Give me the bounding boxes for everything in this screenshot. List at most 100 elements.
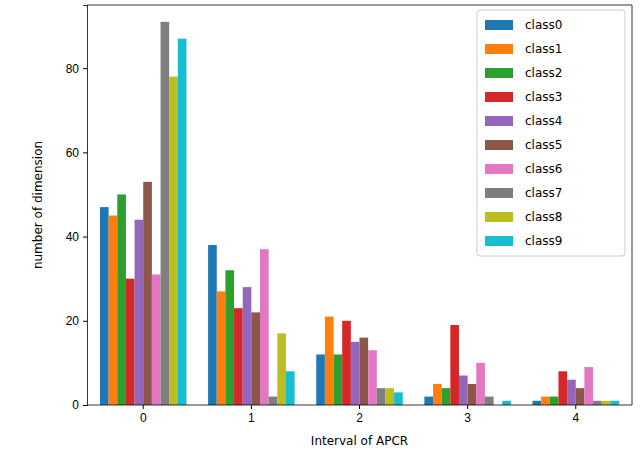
- bar: [610, 401, 619, 405]
- bar: [334, 354, 343, 405]
- bar-series: [178, 39, 619, 405]
- legend-swatch: [485, 92, 513, 102]
- bar: [584, 367, 593, 405]
- bar: [394, 392, 403, 405]
- bar: [100, 207, 109, 405]
- bar: [135, 220, 144, 405]
- legend-entry: class6: [485, 162, 562, 176]
- bar: [277, 333, 286, 405]
- x-axis-title: Interval of APCR: [311, 434, 408, 448]
- bar: [567, 380, 576, 405]
- legend: class0class1class2class3class4class5clas…: [477, 10, 625, 256]
- legend-swatch: [485, 116, 513, 126]
- legend-swatch: [485, 68, 513, 78]
- bar: [351, 342, 360, 405]
- bar: [117, 194, 126, 405]
- tick-mark: [83, 321, 87, 322]
- bar: [143, 182, 152, 405]
- tick-mark: [83, 152, 87, 153]
- legend-entry: class9: [485, 234, 562, 248]
- legend-label: class6: [525, 162, 562, 176]
- frame: [87, 5, 632, 6]
- legend-swatch: [485, 188, 513, 198]
- bar: [459, 376, 468, 405]
- plot: 02040608001234class0class1class2class3cl…: [66, 5, 632, 425]
- bar: [602, 401, 611, 405]
- bar: [260, 249, 269, 405]
- bar: [342, 321, 351, 405]
- frame: [632, 5, 633, 405]
- tick: 60: [66, 146, 87, 160]
- legend-swatch: [485, 44, 513, 54]
- tick-label: 0: [140, 411, 147, 425]
- bar: [541, 397, 550, 405]
- tick-mark: [575, 405, 576, 409]
- bar: [169, 77, 178, 405]
- bar: [178, 39, 187, 405]
- tick: 80: [66, 61, 87, 75]
- tick-mark: [83, 68, 87, 69]
- bar: [377, 388, 386, 405]
- bar: [109, 216, 118, 405]
- legend-swatch: [485, 236, 513, 246]
- bar-series: [126, 279, 567, 405]
- tick-mark: [83, 405, 87, 406]
- bar: [502, 401, 511, 405]
- tick-label: 40: [66, 230, 80, 244]
- tick-label: 3: [464, 411, 471, 425]
- legend-label: class0: [525, 18, 562, 32]
- tick-mark: [359, 405, 360, 409]
- legend-entry: class3: [485, 90, 562, 104]
- legend-box: [477, 10, 625, 256]
- legend-label: class9: [525, 234, 562, 248]
- tick: 20: [66, 314, 87, 328]
- axis-line: [83, 6, 88, 406]
- tick-label: 20: [66, 314, 80, 328]
- y-axis-title: number of dimension: [31, 141, 45, 269]
- tick-mark: [467, 405, 468, 409]
- legend-label: class7: [525, 186, 562, 200]
- legend-entry: class0: [485, 18, 562, 32]
- tick-mark: [83, 237, 87, 238]
- tick-mark: [251, 405, 252, 409]
- legend-entry: class2: [485, 66, 562, 80]
- legend-swatch: [485, 20, 513, 30]
- bar: [442, 388, 451, 405]
- chart: 02040608001234class0class1class2class3cl…: [0, 0, 640, 473]
- legend-entry: class8: [485, 210, 562, 224]
- tick-label: 1: [248, 411, 255, 425]
- bar: [269, 397, 278, 405]
- bar: [126, 279, 135, 405]
- bar: [325, 317, 334, 405]
- tick-label: 2: [356, 411, 363, 425]
- tick-label: 0: [72, 398, 79, 412]
- legend-entry: class7: [485, 186, 562, 200]
- tick: 2: [356, 405, 363, 425]
- bar: [576, 388, 585, 405]
- bar: [368, 350, 377, 405]
- legend-label: class2: [525, 66, 562, 80]
- tick: 0: [140, 405, 147, 425]
- legend-swatch: [485, 164, 513, 174]
- bar: [161, 22, 170, 405]
- tick-label: 4: [572, 411, 579, 425]
- bar: [286, 371, 295, 405]
- bar: [243, 287, 252, 405]
- tick: 3: [464, 405, 471, 425]
- bar: [476, 363, 485, 405]
- bar: [234, 308, 243, 405]
- legend-entry: class4: [485, 114, 562, 128]
- legend-label: class5: [525, 138, 562, 152]
- tick: 1: [248, 405, 255, 425]
- bar: [251, 312, 260, 405]
- bar: [433, 384, 442, 405]
- bar: [424, 397, 433, 405]
- legend-label: class8: [525, 210, 562, 224]
- bar: [208, 245, 217, 405]
- bar: [316, 354, 325, 405]
- y-axis: 0 20 40 60 80: [66, 6, 88, 413]
- bar: [468, 384, 477, 405]
- bar: [533, 401, 542, 405]
- bar: [593, 401, 602, 405]
- legend-entry: class5: [485, 138, 562, 152]
